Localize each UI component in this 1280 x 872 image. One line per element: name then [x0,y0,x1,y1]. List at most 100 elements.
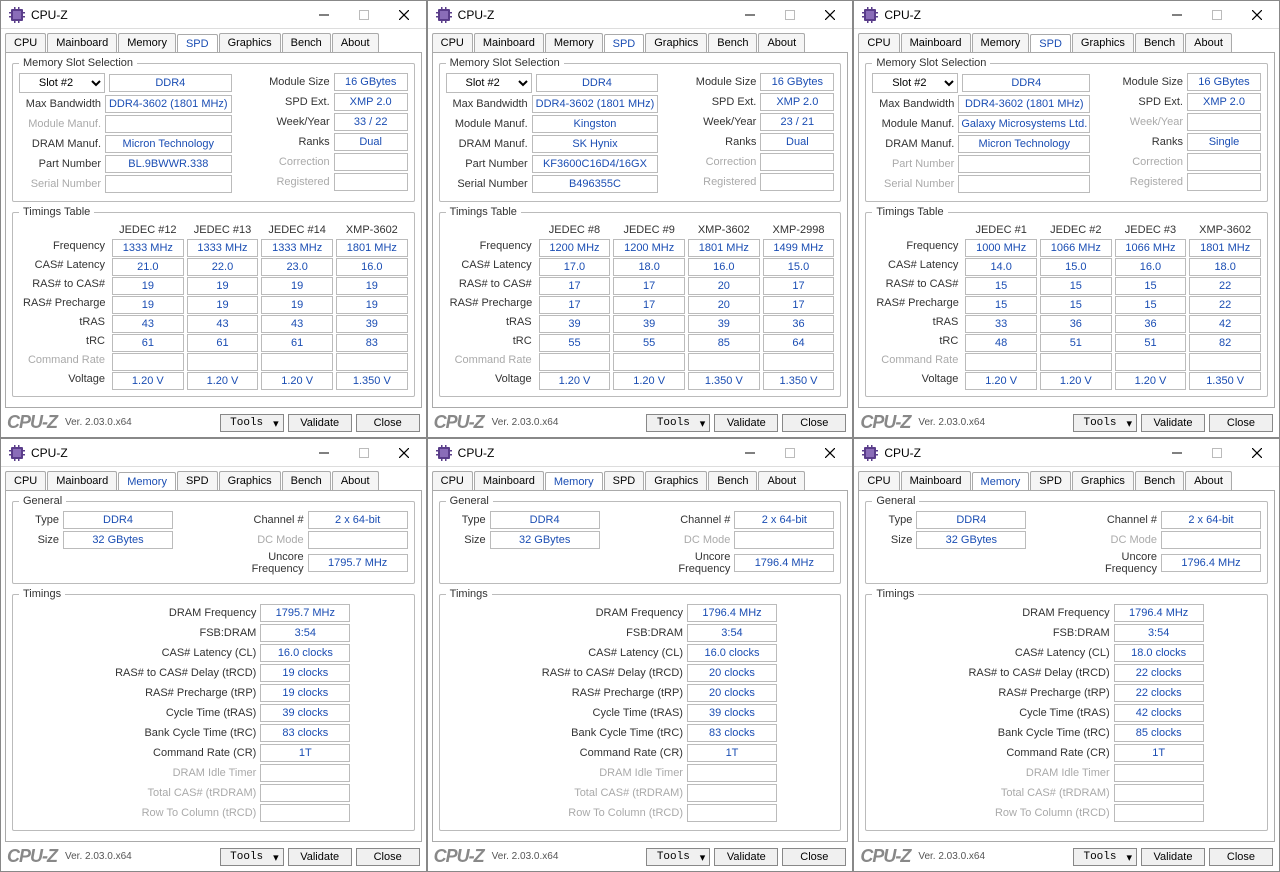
tab-mainboard[interactable]: Mainboard [901,471,971,490]
tab-about[interactable]: About [758,33,805,52]
close-icon[interactable] [810,440,850,466]
timing-cell: 17 [539,296,611,314]
validate-button[interactable]: Validate [714,848,778,866]
close-button[interactable]: Close [356,848,420,866]
timing-row-label: tRC [872,334,962,352]
validate-button[interactable]: Validate [288,848,352,866]
tools-button[interactable]: Tools [220,414,284,432]
channel-value: 2 x 64-bit [1161,511,1261,529]
tools-button[interactable]: Tools [1073,848,1137,866]
tab-spd[interactable]: SPD [604,471,645,490]
tab-mainboard[interactable]: Mainboard [474,33,544,52]
tab-bench[interactable]: Bench [1135,33,1184,52]
timing-label: Command Rate (CR) [503,747,683,759]
dramman-value: Micron Technology [958,135,1090,153]
tab-cpu[interactable]: CPU [432,471,473,490]
tab-memory[interactable]: Memory [972,33,1030,52]
tools-button[interactable]: Tools [646,848,710,866]
close-button[interactable]: Close [782,848,846,866]
ranks-value: Single [1187,133,1261,151]
timing-cell [688,353,760,371]
maxbw-label: Max Bandwidth [446,98,528,110]
app-icon [862,445,878,461]
tab-bench[interactable]: Bench [708,471,757,490]
minimize-icon[interactable] [730,440,770,466]
minimize-icon[interactable] [730,2,770,28]
tab-memory[interactable]: Memory [972,472,1030,491]
timing-cell: 17 [539,277,611,295]
slot-select[interactable]: Slot #2 [19,73,105,93]
tab-mainboard[interactable]: Mainboard [47,471,117,490]
partnum-value: KF3600C16D4/16GX [532,155,659,173]
tab-graphics[interactable]: Graphics [645,471,707,490]
tab-mainboard[interactable]: Mainboard [47,33,117,52]
tab-bench[interactable]: Bench [282,33,331,52]
timing-value: 18.0 clocks [1114,644,1204,662]
tab-about[interactable]: About [1185,33,1232,52]
timing-cell: 19 [112,296,184,314]
close-button[interactable]: Close [782,414,846,432]
tab-cpu[interactable]: CPU [858,33,899,52]
validate-button[interactable]: Validate [1141,848,1205,866]
tab-memory[interactable]: Memory [118,472,176,491]
tab-about[interactable]: About [332,471,379,490]
tab-bench[interactable]: Bench [282,471,331,490]
close-icon[interactable] [1237,440,1277,466]
tab-about[interactable]: About [1185,471,1232,490]
timing-col-header: XMP-3602 [1189,222,1261,238]
tab-mainboard[interactable]: Mainboard [901,33,971,52]
validate-button[interactable]: Validate [288,414,352,432]
weekyear-value: 23 / 21 [760,113,834,131]
tab-cpu[interactable]: CPU [5,471,46,490]
tab-spd[interactable]: SPD [604,34,645,53]
tab-about[interactable]: About [332,33,379,52]
tab-memory[interactable]: Memory [118,33,176,52]
tab-bench[interactable]: Bench [1135,471,1184,490]
timing-value: 85 clocks [1114,724,1204,742]
app-icon [9,7,25,23]
timing-row-label: RAS# Precharge [19,296,109,314]
tab-graphics[interactable]: Graphics [219,471,281,490]
validate-button[interactable]: Validate [714,414,778,432]
tab-cpu[interactable]: CPU [858,471,899,490]
tab-graphics[interactable]: Graphics [1072,33,1134,52]
tab-memory[interactable]: Memory [545,472,603,491]
close-icon[interactable] [384,2,424,28]
timing-value [687,804,777,822]
timing-cell: 36 [1040,315,1112,333]
tab-graphics[interactable]: Graphics [1072,471,1134,490]
timing-cell: 1.20 V [539,372,611,390]
close-icon[interactable] [810,2,850,28]
minimize-icon[interactable] [1157,2,1197,28]
tab-spd[interactable]: SPD [1030,34,1071,53]
close-button[interactable]: Close [356,414,420,432]
tools-button[interactable]: Tools [646,414,710,432]
timing-value: 22 clocks [1114,684,1204,702]
close-icon[interactable] [1237,2,1277,28]
validate-button[interactable]: Validate [1141,414,1205,432]
tab-spd[interactable]: SPD [1030,471,1071,490]
tools-button[interactable]: Tools [1073,414,1137,432]
tab-spd[interactable]: SPD [177,34,218,53]
slot-select[interactable]: Slot #2 [446,73,532,93]
minimize-icon[interactable] [304,440,344,466]
minimize-icon[interactable] [1157,440,1197,466]
tab-bench[interactable]: Bench [708,33,757,52]
tools-button[interactable]: Tools [220,848,284,866]
close-button[interactable]: Close [1209,848,1273,866]
tab-mainboard[interactable]: Mainboard [474,471,544,490]
size-label: Size [446,534,486,546]
timings-legend: Timings [19,588,65,600]
timing-cell: 39 [613,315,685,333]
close-icon[interactable] [384,440,424,466]
close-button[interactable]: Close [1209,414,1273,432]
tab-cpu[interactable]: CPU [5,33,46,52]
tab-cpu[interactable]: CPU [432,33,473,52]
slot-select[interactable]: Slot #2 [872,73,958,93]
tab-about[interactable]: About [758,471,805,490]
tab-memory[interactable]: Memory [545,33,603,52]
tab-graphics[interactable]: Graphics [219,33,281,52]
tab-spd[interactable]: SPD [177,471,218,490]
tab-graphics[interactable]: Graphics [645,33,707,52]
minimize-icon[interactable] [304,2,344,28]
